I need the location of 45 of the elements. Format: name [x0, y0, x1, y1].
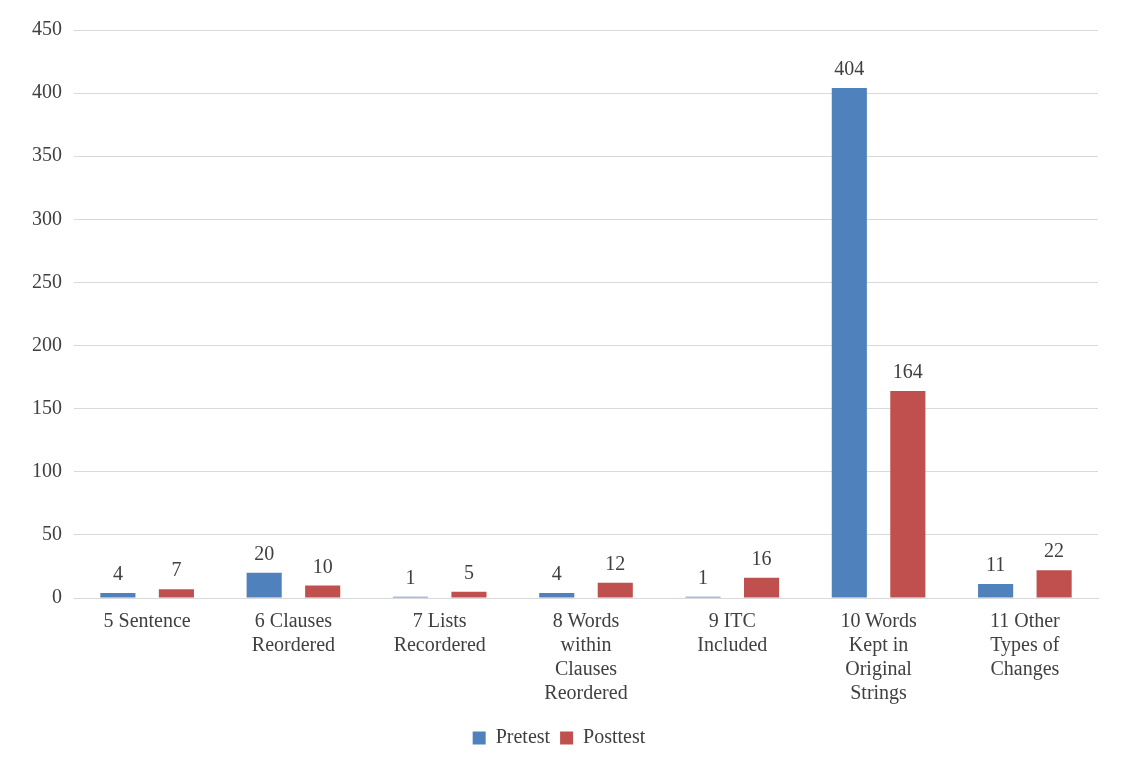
y-tick-label: 150 — [32, 395, 62, 418]
data-label: 16 — [751, 547, 772, 570]
data-label: 11 — [985, 553, 1006, 576]
bar — [246, 572, 282, 598]
y-tick-label: 100 — [32, 459, 62, 482]
legend-label: Pretest — [495, 725, 551, 748]
bar — [451, 591, 487, 598]
data-label: 4 — [112, 562, 123, 585]
y-tick-label: 450 — [32, 17, 62, 40]
y-tick-label: 350 — [32, 143, 62, 166]
data-label: 1 — [405, 565, 416, 588]
bar — [978, 584, 1014, 598]
data-label: 7 — [171, 558, 182, 581]
data-label: 4 — [551, 562, 562, 585]
bar — [305, 585, 341, 598]
x-tick-label: 5 Sentence — [103, 609, 191, 632]
y-tick-label: 250 — [32, 269, 62, 292]
legend-label: Posttest — [583, 725, 646, 748]
x-tick-label: 7 Lists Recordered — [393, 609, 486, 656]
data-label: 1 — [698, 565, 709, 588]
bar — [158, 589, 194, 598]
y-tick-label: 400 — [32, 80, 62, 103]
data-label: 10 — [312, 554, 333, 577]
bar — [743, 577, 780, 598]
x-tick-label: 9 ITC Included — [697, 609, 768, 656]
x-tick-label: 8 Words within Clauses Reordered — [544, 609, 628, 704]
data-label: 404 — [834, 57, 865, 80]
x-tick-label: 11 Other Types of Changes — [989, 609, 1061, 681]
x-tick-label: 10 Words Kept in Original Strings — [840, 609, 917, 705]
bar — [100, 592, 136, 598]
bar — [890, 391, 926, 598]
y-tick-label: 50 — [42, 522, 62, 545]
bar — [539, 592, 575, 598]
y-tick-label: 0 — [52, 585, 62, 608]
data-label: 12 — [605, 552, 626, 575]
y-tick-label: 300 — [32, 206, 62, 229]
bar — [831, 88, 867, 598]
data-label: 164 — [892, 360, 923, 383]
bar — [1036, 570, 1072, 598]
y-tick-label: 200 — [32, 332, 62, 355]
bar — [597, 582, 633, 598]
data-label: 22 — [1044, 539, 1065, 562]
data-label: 5 — [463, 560, 474, 583]
x-tick-label: 6 Clauses Reordered — [251, 609, 336, 656]
data-label: 20 — [254, 542, 275, 565]
